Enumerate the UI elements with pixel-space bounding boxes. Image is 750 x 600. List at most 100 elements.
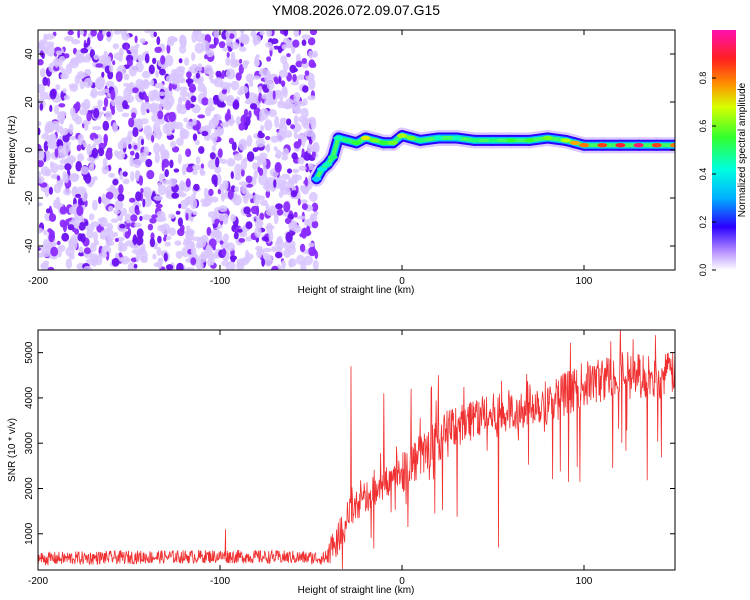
noise-speck [83, 141, 87, 148]
noise-speck [224, 112, 231, 122]
noise-speck [151, 92, 159, 99]
noise-speck [221, 248, 227, 257]
noise-speck [246, 151, 255, 162]
y-tick-label: 3000 [24, 432, 35, 455]
noise-speck [38, 202, 43, 207]
noise-speck [228, 137, 234, 145]
noise-speck [179, 34, 187, 46]
noise-speck [177, 153, 182, 165]
track-point [369, 138, 380, 143]
noise-speck [105, 235, 113, 246]
noise-speck [123, 73, 130, 81]
noise-speck [93, 239, 100, 246]
noise-speck [38, 159, 44, 168]
noise-speck [222, 47, 229, 52]
noise-speck [238, 138, 248, 151]
noise-speck [58, 103, 66, 108]
noise-speck [38, 171, 42, 178]
noise-speck [86, 112, 92, 122]
noise-speck [252, 147, 259, 153]
noise-speck [92, 126, 102, 131]
noise-speck [102, 30, 107, 37]
noise-speck [277, 100, 285, 105]
noise-speck [47, 266, 55, 270]
noise-speck [130, 171, 135, 182]
noise-speck [201, 97, 209, 106]
noise-speck [293, 114, 299, 125]
noise-speck [200, 250, 209, 260]
noise-speck [186, 71, 192, 79]
noise-speck [281, 259, 286, 270]
noise-speck [270, 135, 279, 143]
noise-speck [63, 188, 72, 196]
noise-speck [184, 57, 190, 66]
noise-speck [292, 39, 300, 48]
noise-speck [246, 135, 253, 147]
noise-speck [55, 84, 61, 91]
noise-speck [178, 192, 187, 198]
noise-speck [309, 30, 318, 36]
noise-speck [185, 78, 194, 84]
noise-speck [93, 108, 100, 119]
noise-speck [311, 132, 316, 142]
noise-speck [234, 186, 239, 193]
noise-speck [301, 39, 307, 46]
noise-speck [81, 190, 88, 202]
noise-speck [215, 156, 220, 168]
noise-speck [38, 252, 45, 258]
noise-speck [268, 230, 274, 242]
track-point [542, 135, 553, 141]
noise-speck [69, 107, 76, 117]
noise-speck [209, 152, 216, 160]
noise-speck [61, 232, 70, 242]
noise-speck [135, 236, 144, 246]
noise-speck [203, 64, 213, 75]
noise-speck [161, 149, 170, 161]
noise-speck [226, 157, 236, 167]
noise-speck [268, 109, 277, 118]
track-point [597, 143, 608, 148]
noise-speck [122, 100, 128, 110]
noise-speck [235, 116, 242, 126]
noise-speck [38, 247, 42, 251]
noise-speck [38, 176, 45, 184]
noise-speck [234, 173, 242, 181]
noise-speck [142, 214, 152, 221]
noise-speck [150, 79, 155, 87]
noise-speck [81, 103, 90, 110]
noise-speck [95, 255, 103, 266]
noise-speck [248, 110, 252, 119]
noise-speck [252, 75, 261, 80]
noise-speck [258, 248, 263, 259]
noise-speck [133, 51, 139, 61]
noise-speck [298, 165, 307, 171]
noise-speck [197, 63, 203, 72]
noise-speck [155, 203, 163, 209]
noise-speck [201, 40, 210, 52]
noise-speck [113, 30, 121, 35]
noise-speck [171, 192, 180, 199]
track-point [342, 138, 353, 143]
noise-speck [185, 148, 192, 157]
noise-speck [189, 83, 196, 93]
noise-speck [159, 68, 166, 76]
noise-speck [161, 158, 170, 168]
noise-speck [207, 159, 217, 170]
noise-speck [198, 146, 205, 154]
noise-speck [151, 134, 155, 143]
spectrogram-noise [38, 30, 320, 270]
noise-speck [166, 235, 172, 241]
y-tick-label: -40 [24, 238, 35, 253]
noise-speck [110, 89, 116, 101]
noise-speck [201, 130, 209, 137]
noise-speck [120, 137, 128, 149]
noise-speck [265, 189, 271, 199]
noise-speck [153, 195, 163, 201]
noise-speck [307, 37, 316, 46]
noise-speck [278, 69, 289, 78]
noise-speck [112, 43, 120, 50]
noise-speck [191, 52, 196, 62]
noise-speck [285, 231, 293, 243]
noise-speck [63, 151, 69, 157]
noise-speck [193, 183, 200, 191]
